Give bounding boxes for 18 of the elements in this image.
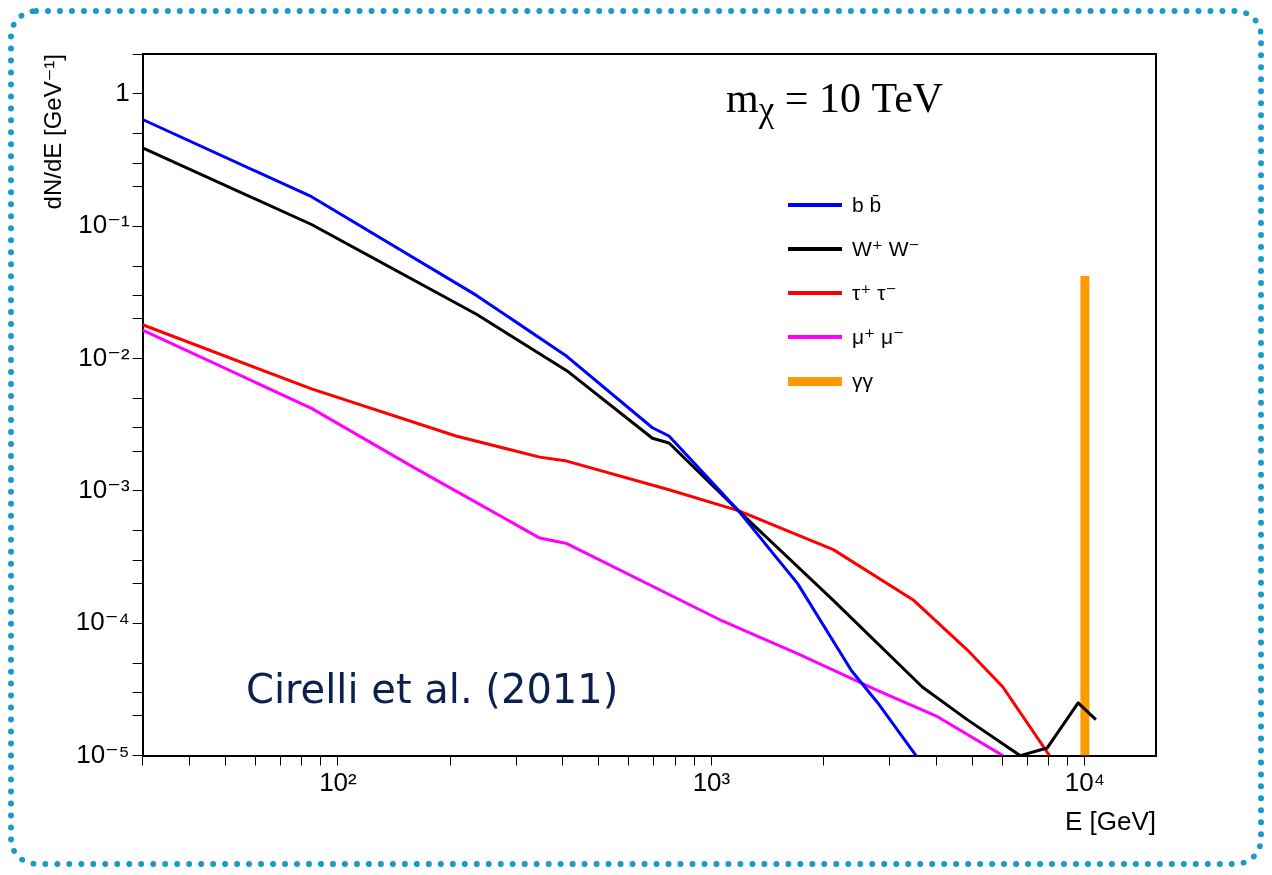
legend-label: b b̄ xyxy=(852,193,882,217)
x-tick-label: 10⁴ xyxy=(1064,767,1105,798)
legend-label: W⁺ W⁻ xyxy=(852,237,920,261)
y-axis-title: dN/dE [GeV⁻¹] xyxy=(39,54,67,210)
annotation: m$_{χ}$ = 10 TeV xyxy=(726,74,944,131)
annotation: Cirelli et al. (2011) xyxy=(246,666,619,712)
x-tick-label: 10² xyxy=(319,767,358,798)
y-tick-label: 10⁻² xyxy=(78,341,130,372)
y-tick-label: 1 xyxy=(115,77,130,108)
y-tick-label: 10⁻¹ xyxy=(78,209,130,240)
legend-label: γγ xyxy=(852,369,873,393)
y-tick-label: 10⁻⁵ xyxy=(76,738,130,769)
legend-label: μ⁺ μ⁻ xyxy=(852,325,905,349)
x-axis-title: E [GeV] xyxy=(1064,805,1156,836)
y-tick-label: 10⁻⁴ xyxy=(75,606,130,637)
legend-label: τ⁺ τ⁻ xyxy=(852,281,897,305)
y-tick-label: 10⁻³ xyxy=(78,474,130,505)
x-tick-label: 10³ xyxy=(692,767,731,798)
